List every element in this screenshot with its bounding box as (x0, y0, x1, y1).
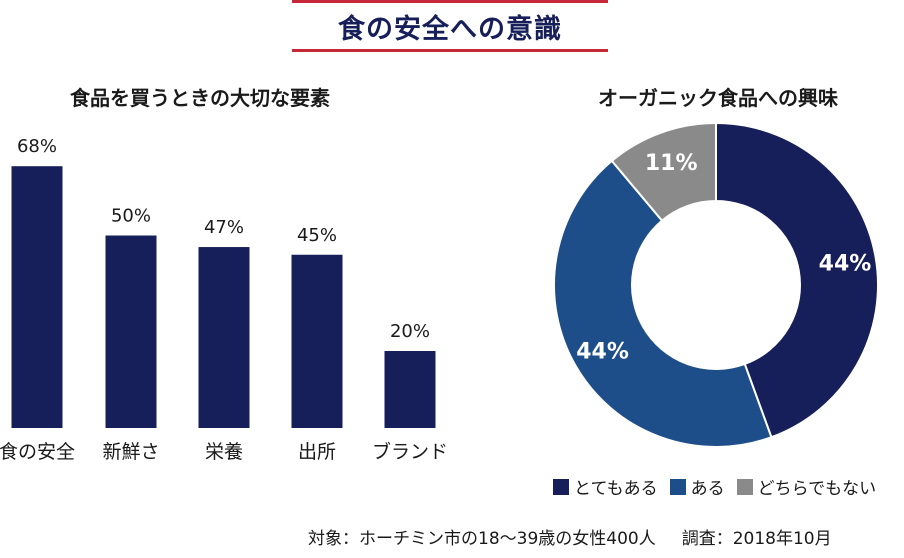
bar-value-label-1: 50% (111, 206, 151, 227)
bar-value-label-3: 45% (297, 225, 337, 246)
bar-chart: 68% 食の安全 50% 新鮮さ 47% 栄養 45% 出所 20% ブランド (0, 136, 448, 463)
bar-category-label-3: 出所 (298, 441, 336, 463)
bar-4 (384, 351, 436, 428)
bar-0 (11, 166, 63, 428)
bar-category-label-0: 食の安全 (0, 441, 75, 463)
bar-value-label-0: 68% (17, 136, 57, 157)
legend-swatch-neutral (736, 478, 753, 495)
title-banner: 食の安全への意識 (292, 0, 608, 52)
legend-item-interested: ある (669, 474, 725, 499)
donut-slice-label-2: 11% (645, 151, 698, 176)
donut-chart: 44% 44% 11% (553, 121, 879, 448)
donut-slice-label-0: 44% (819, 251, 872, 276)
donut-chart-title: オーガニック食品への興味 (598, 86, 838, 110)
legend-swatch-interested (669, 478, 686, 495)
legend-item-very-interested: とてもある (553, 474, 658, 499)
donut-slice-0 (715, 121, 879, 439)
donut-slice-1 (553, 159, 773, 448)
legend-item-neutral: どちらでもない (736, 474, 877, 499)
bar-value-label-2: 47% (204, 217, 244, 238)
bar-2 (198, 247, 250, 428)
survey-subject: 対象：ホーチミン市の18〜39歳の女性400人 (308, 529, 656, 549)
donut-slice-label-1: 44% (576, 340, 629, 365)
bar-category-label-2: 栄養 (205, 441, 243, 463)
legend-label-interested: ある (690, 479, 725, 499)
bar-category-label-4: ブランド (372, 440, 448, 463)
survey-note: 対象：ホーチミン市の18〜39歳の女性400人 調査：2018年10月 (308, 524, 832, 549)
legend-swatch-very-interested (553, 478, 569, 495)
banner-title: 食の安全への意識 (338, 13, 562, 45)
bar-category-label-1: 新鮮さ (102, 441, 159, 463)
legend-label-very-interested: とてもある (574, 479, 658, 499)
donut-legend: とてもある ある どちらでもない (553, 474, 888, 499)
bar-chart-title: 食品を買うときの大切な要素 (70, 86, 330, 110)
bar-value-label-4: 20% (390, 321, 430, 342)
donut-slice-2 (610, 121, 717, 223)
bar-3 (291, 254, 343, 428)
legend-label-neutral: どちらでもない (757, 479, 877, 499)
bar-1 (105, 235, 157, 428)
survey-date: 調査：2018年10月 (681, 529, 832, 549)
